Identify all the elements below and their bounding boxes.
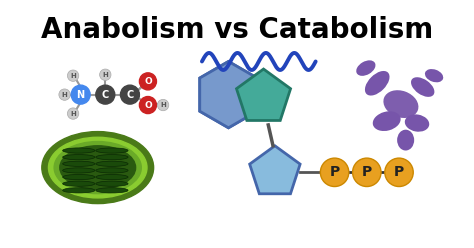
Ellipse shape — [60, 146, 136, 189]
Text: P: P — [394, 165, 404, 179]
Text: P: P — [329, 165, 340, 179]
Ellipse shape — [63, 181, 95, 186]
Ellipse shape — [96, 148, 128, 153]
Ellipse shape — [96, 188, 128, 193]
Ellipse shape — [63, 161, 95, 166]
Ellipse shape — [63, 148, 95, 153]
Ellipse shape — [96, 155, 128, 160]
Ellipse shape — [63, 188, 95, 193]
Polygon shape — [200, 62, 257, 128]
Text: H: H — [70, 111, 76, 117]
Ellipse shape — [356, 60, 375, 76]
Text: O: O — [144, 100, 152, 110]
Text: H: H — [70, 73, 76, 79]
Circle shape — [157, 99, 169, 111]
Ellipse shape — [405, 114, 429, 132]
Text: O: O — [144, 77, 152, 86]
Ellipse shape — [96, 168, 128, 173]
Circle shape — [100, 69, 111, 80]
Ellipse shape — [63, 155, 95, 160]
Circle shape — [385, 158, 413, 186]
Ellipse shape — [397, 130, 414, 151]
Circle shape — [320, 158, 349, 186]
Ellipse shape — [96, 181, 128, 186]
Text: H: H — [102, 72, 108, 78]
Text: H: H — [160, 102, 166, 108]
Circle shape — [139, 96, 156, 114]
Ellipse shape — [42, 132, 154, 204]
Ellipse shape — [425, 69, 443, 82]
Text: C: C — [102, 90, 109, 100]
Ellipse shape — [63, 168, 95, 173]
Circle shape — [139, 73, 156, 90]
Ellipse shape — [63, 174, 95, 180]
Ellipse shape — [411, 77, 434, 97]
Text: C: C — [126, 90, 134, 100]
Circle shape — [71, 85, 90, 104]
Text: H: H — [62, 92, 67, 98]
Ellipse shape — [365, 71, 390, 95]
Polygon shape — [250, 146, 300, 194]
Text: P: P — [362, 165, 372, 179]
Ellipse shape — [48, 137, 147, 198]
Ellipse shape — [96, 174, 128, 180]
Circle shape — [59, 89, 70, 100]
Ellipse shape — [383, 90, 419, 118]
Circle shape — [96, 85, 115, 104]
Ellipse shape — [54, 142, 141, 194]
Circle shape — [67, 108, 79, 119]
Circle shape — [67, 70, 79, 81]
Text: N: N — [77, 90, 85, 100]
Text: Anabolism vs Catabolism: Anabolism vs Catabolism — [41, 16, 433, 44]
Polygon shape — [200, 62, 257, 128]
Circle shape — [353, 158, 381, 186]
Ellipse shape — [373, 111, 401, 131]
Polygon shape — [237, 69, 291, 121]
Ellipse shape — [96, 161, 128, 166]
Circle shape — [120, 85, 139, 104]
